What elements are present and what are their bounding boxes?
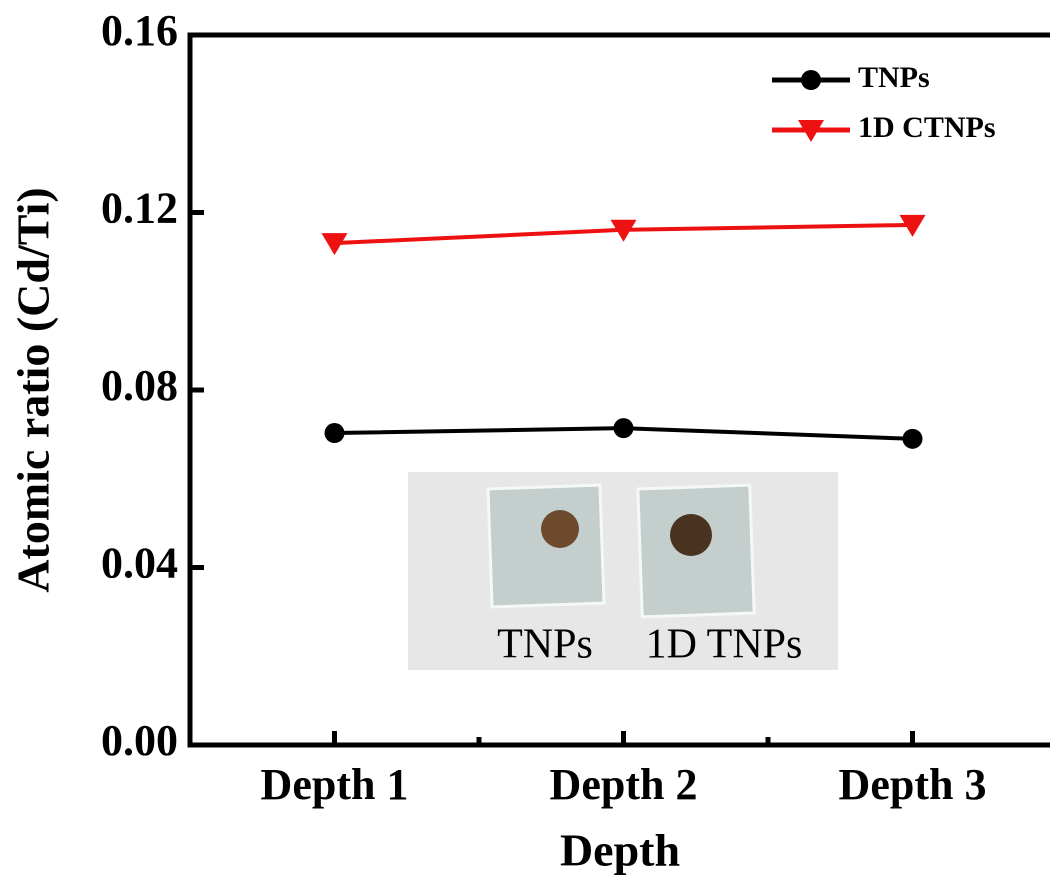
y-tick-label: 0.12 (101, 184, 178, 233)
x-tick-label: Depth 1 (261, 760, 409, 809)
x-tick-label: Depth 2 (550, 760, 698, 809)
y-axis-label: Atomic ratio (Cd/Ti) (8, 187, 59, 592)
marker (613, 418, 634, 439)
inset-photo (408, 472, 838, 670)
y-tick-label: 0.08 (101, 361, 178, 410)
inset-label: TNPs (497, 622, 593, 668)
y-tick-label: 0.04 (101, 539, 178, 588)
marker (324, 423, 345, 444)
marker (610, 219, 637, 242)
legend-marker (801, 70, 821, 90)
x-tick-label: Depth 3 (839, 760, 987, 809)
inset-label: 1D TNPs (646, 622, 803, 668)
marker (899, 214, 926, 237)
x-axis-label: Depth (560, 825, 680, 876)
y-tick-label: 0.16 (101, 6, 178, 55)
y-tick-label: 0.00 (101, 716, 178, 765)
legend-label: TNPs (858, 61, 930, 94)
marker (902, 428, 923, 449)
legend-marker (798, 120, 824, 142)
marker (321, 233, 348, 256)
legend-label: 1D CTNPs (858, 111, 996, 144)
